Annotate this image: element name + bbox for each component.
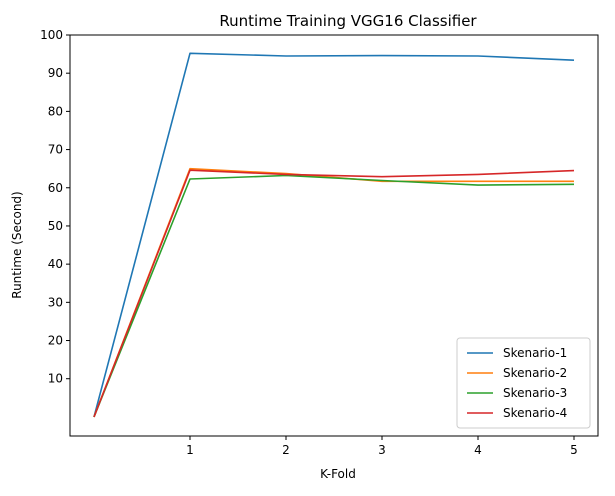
series-line-skenario-1 — [93, 52, 575, 418]
y-tick-label: 90 — [48, 66, 63, 80]
series-line-skenario-4 — [93, 169, 575, 418]
legend-label-skenario-1: Skenario-1 — [503, 346, 567, 360]
legend-box — [456, 337, 591, 429]
plot-frame — [69, 34, 599, 437]
y-tick-label: 50 — [48, 219, 63, 233]
x-axis-label: K-Fold — [320, 467, 356, 481]
x-tick-label: 1 — [186, 443, 194, 457]
series-line-skenario-3 — [93, 174, 575, 418]
x-tick-label: 4 — [474, 443, 482, 457]
legend-label-skenario-4: Skenario-4 — [503, 406, 567, 420]
y-tick-label: 10 — [48, 372, 63, 386]
y-tick-label: 20 — [48, 334, 63, 348]
legend-label-skenario-3: Skenario-3 — [503, 386, 567, 400]
y-tick-label: 60 — [48, 181, 63, 195]
y-axis-label: Runtime (Second) — [10, 191, 24, 298]
plot-area: 10 20 30 40 50 60 70 80 90 100 1 2 3 4 5 — [40, 28, 599, 457]
legend-label-skenario-2: Skenario-2 — [503, 366, 567, 380]
y-tick-label: 70 — [48, 143, 63, 157]
y-tick-label: 80 — [48, 104, 63, 118]
y-tick-label: 30 — [48, 295, 63, 309]
legend: Skenario-1 Skenario-2 Skenario-3 Skenario-4 — [456, 337, 591, 429]
x-tick-label: 5 — [570, 443, 578, 457]
y-tick-label: 40 — [48, 257, 63, 271]
chart-title: Runtime Training VGG16 Classifier — [219, 12, 477, 30]
x-tick-label: 3 — [378, 443, 386, 457]
x-tick-label: 2 — [282, 443, 290, 457]
y-tick-label: 100 — [40, 28, 63, 42]
